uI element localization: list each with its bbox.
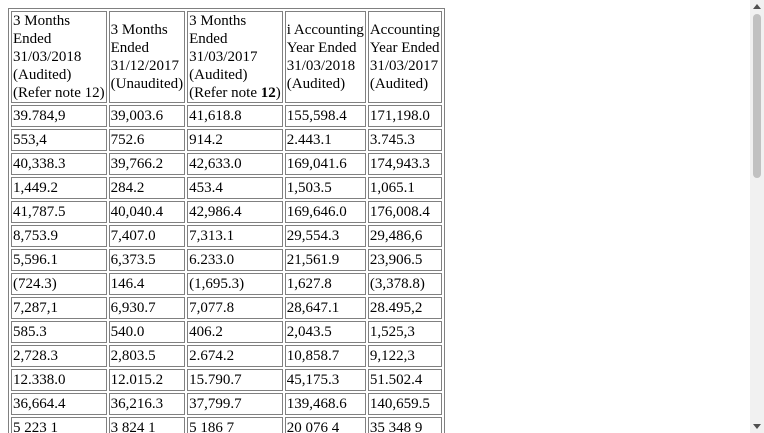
table-cell: 29,554.3	[284, 225, 366, 247]
table-cell: 140,659.5	[367, 393, 442, 415]
table-cell: (1,695.3)	[187, 273, 283, 295]
table-cell: 3 824 1	[108, 417, 186, 433]
table-row: 8,753.9 7,407.0 7,313.1 29,554.3 29,486,6	[11, 225, 442, 247]
table-cell: 2,728.3	[11, 345, 107, 367]
table-cell: 169,041.6	[284, 153, 366, 175]
table-cell: 12.338.0	[11, 369, 107, 391]
table-cell: 6.233.0	[187, 249, 283, 271]
table-cell: 3.745.3	[367, 129, 442, 151]
table-cell: 36,664.4	[11, 393, 107, 415]
table-cell: 15.790.7	[187, 369, 283, 391]
col-header-q3-fy2018: 3 Months Ended 31/12/2017 (Unaudited)	[108, 11, 186, 103]
table-cell: 585.3	[11, 321, 107, 343]
col-header-q4-fy2018: 3 Months Ended 31/03/2018 (Audited) (Ref…	[11, 11, 107, 103]
scrollbar-thumb[interactable]	[753, 14, 761, 178]
table-cell: 42,986.4	[187, 201, 283, 223]
table-cell: 6,373.5	[108, 249, 186, 271]
table-cell: (3,378.8)	[367, 273, 442, 295]
table-cell: 2,803.5	[108, 345, 186, 367]
table-cell: 41,618.8	[187, 105, 283, 127]
table-row: 7,287,1 6,930.7 7,077.8 28,647.1 28.495,2	[11, 297, 442, 319]
table-cell: 540.0	[108, 321, 186, 343]
table-cell: 28,647.1	[284, 297, 366, 319]
table-body: 39.784,9 39,003.6 41,618.8 155,598.4 171,198…	[11, 105, 442, 433]
table-cell: 37,799.7	[187, 393, 283, 415]
table-cell: 20 076 4	[284, 417, 366, 433]
table-cell: 42,633.0	[187, 153, 283, 175]
col-header-q4-fy2017: 3 Months Ended 31/03/2017 (Audited) (Ref…	[187, 11, 283, 103]
table-cell: 453.4	[187, 177, 283, 199]
table-row: 1,449.2 284.2 453.4 1,503.5 1,065.1	[11, 177, 442, 199]
table-cell: 45,175.3	[284, 369, 366, 391]
table-cell: 7,287,1	[11, 297, 107, 319]
header-row: 3 Months Ended 31/03/2018 (Audited) (Ref…	[11, 11, 442, 103]
table-cell: 155,598.4	[284, 105, 366, 127]
table-cell: 553,4	[11, 129, 107, 151]
table-cell: 40,338.3	[11, 153, 107, 175]
col-header-year-2017: Accounting Year Ended 31/03/2017 (Audite…	[367, 11, 442, 103]
table-cell: 8,753.9	[11, 225, 107, 247]
table-cell: 36,216.3	[108, 393, 186, 415]
table-cell: 914.2	[187, 129, 283, 151]
table-cell: 10,858.7	[284, 345, 366, 367]
table-cell: 7,407.0	[108, 225, 186, 247]
refer-note-line: (Refer note 12)	[189, 85, 281, 101]
vertical-scrollbar[interactable]	[750, 0, 764, 433]
table-cell: 5 186 7	[187, 417, 283, 433]
table-cell: 39,003.6	[108, 105, 186, 127]
table-cell: 51.502.4	[367, 369, 442, 391]
table-row: 39.784,9 39,003.6 41,618.8 155,598.4 171,198…	[11, 105, 442, 127]
table-cell: 29,486,6	[367, 225, 442, 247]
table-cell: 5 223 1	[11, 417, 107, 433]
table-cell: 1,065.1	[367, 177, 442, 199]
table-cell: 1,525,3	[367, 321, 442, 343]
table-cell: 2.443.1	[284, 129, 366, 151]
table-cell: 23,906.5	[367, 249, 442, 271]
table-row: 40,338.3 39,766.2 42,633.0 169,041.6 174,943…	[11, 153, 442, 175]
table-cell: 1,627.8	[284, 273, 366, 295]
col-header-year-2018: i Accounting Year Ended 31/03/2018 (Audi…	[284, 11, 366, 103]
table-cell: 406.2	[187, 321, 283, 343]
table-row: 553,4 752.6 914.2 2.443.1 3.745.3	[11, 129, 442, 151]
scroll-up-arrow-icon[interactable]	[750, 0, 764, 14]
table-row: 2,728.3 2,803.5 2.674.2 10,858.7 9,122,3	[11, 345, 442, 367]
table-row: (724.3) 146.4 (1,695.3) 1,627.8 (3,378.8)	[11, 273, 442, 295]
table-cell: 7,077.8	[187, 297, 283, 319]
table-cell: 752.6	[108, 129, 186, 151]
table-cell: 174,943.3	[367, 153, 442, 175]
table-cell: 39,766.2	[108, 153, 186, 175]
table-cell: 35 348 9	[367, 417, 442, 433]
table-cell: 9,122,3	[367, 345, 442, 367]
table-row: 36,664.4 36,216.3 37,799.7 139,468.6 140,659…	[11, 393, 442, 415]
table-cell: 2.674.2	[187, 345, 283, 367]
table-cell: 28.495,2	[367, 297, 442, 319]
table-cell: 139,468.6	[284, 393, 366, 415]
table-cell: 5,596.1	[11, 249, 107, 271]
table-cell: 39.784,9	[11, 105, 107, 127]
table-cell: 146.4	[108, 273, 186, 295]
table-row: 585.3 540.0 406.2 2,043.5 1,525,3	[11, 321, 442, 343]
table-cell: 1,449.2	[11, 177, 107, 199]
table-cell: 169,646.0	[284, 201, 366, 223]
table-cell: 2,043.5	[284, 321, 366, 343]
financial-results-table: 3 Months Ended 31/03/2018 (Audited) (Ref…	[8, 8, 445, 433]
table-cell: 171,198.0	[367, 105, 442, 127]
table-cell: 40,040.4	[108, 201, 186, 223]
table-cell: 6,930.7	[108, 297, 186, 319]
table-cell: 41,787.5	[11, 201, 107, 223]
table-row: 12.338.0 12.015.2 15.790.7 45,175.3 51.502.4	[11, 369, 442, 391]
table-cell: 176,008.4	[367, 201, 442, 223]
table-row: 41,787.5 40,040.4 42,986.4 169,646.0 176,008…	[11, 201, 442, 223]
table-cell: 21,561.9	[284, 249, 366, 271]
scroll-down-arrow-icon[interactable]	[750, 419, 764, 433]
table-row: 5,596.1 6,373.5 6.233.0 21,561.9 23,906.5	[11, 249, 442, 271]
table-cell: 284.2	[108, 177, 186, 199]
table-cell: (724.3)	[11, 273, 107, 295]
table-cell: 1,503.5	[284, 177, 366, 199]
table-cell: 7,313.1	[187, 225, 283, 247]
table-cell: 12.015.2	[108, 369, 186, 391]
